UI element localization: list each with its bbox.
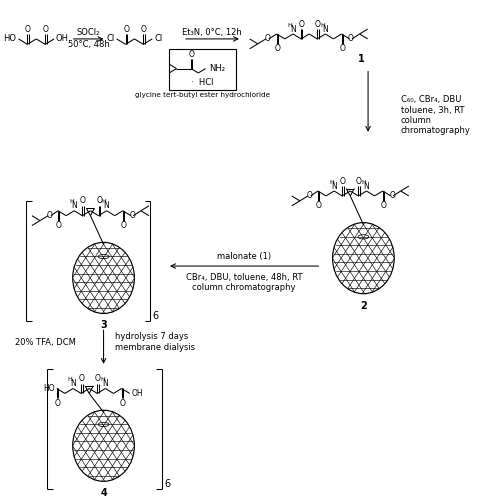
Text: N: N xyxy=(104,202,109,210)
Text: O: O xyxy=(315,202,321,210)
Text: O: O xyxy=(298,20,304,28)
Text: CBr₄, DBU, toluene, 48h, RT
column chromatography: CBr₄, DBU, toluene, 48h, RT column chrom… xyxy=(185,273,301,292)
Text: Cl: Cl xyxy=(106,34,115,43)
Text: ·  HCl: · HCl xyxy=(191,78,214,87)
Text: N: N xyxy=(71,202,77,210)
Text: O: O xyxy=(43,25,48,34)
Text: OH: OH xyxy=(56,34,69,43)
Text: O: O xyxy=(95,374,101,383)
Text: 1: 1 xyxy=(358,54,364,64)
Text: Cl: Cl xyxy=(154,34,162,43)
Text: O: O xyxy=(25,25,31,34)
Text: 6: 6 xyxy=(153,312,158,322)
Text: O: O xyxy=(47,211,53,220)
Text: glycine tert-butyl ester hydrochloride: glycine tert-butyl ester hydrochloride xyxy=(135,92,270,98)
Text: H: H xyxy=(320,22,324,28)
Text: H: H xyxy=(287,22,292,28)
Text: O: O xyxy=(314,20,320,28)
Text: H: H xyxy=(69,200,73,204)
Text: O: O xyxy=(120,221,126,230)
Text: N: N xyxy=(70,379,76,388)
Text: Et₃N, 0°C, 12h: Et₃N, 0°C, 12h xyxy=(182,28,241,36)
Text: N: N xyxy=(363,182,369,190)
Text: O: O xyxy=(306,192,312,200)
Text: 3: 3 xyxy=(100,320,107,330)
Text: 20% TFA, DCM: 20% TFA, DCM xyxy=(14,338,75,346)
Text: HO: HO xyxy=(4,34,17,43)
Text: O: O xyxy=(348,34,353,43)
Text: N: N xyxy=(289,24,295,34)
Text: O: O xyxy=(338,44,345,54)
Text: O: O xyxy=(141,25,146,34)
Text: 50°C, 48h: 50°C, 48h xyxy=(68,40,109,50)
Text: N: N xyxy=(102,379,108,388)
Bar xyxy=(168,49,236,90)
Text: O: O xyxy=(56,221,61,230)
Text: O: O xyxy=(80,196,86,205)
Text: 4: 4 xyxy=(100,488,107,498)
Text: O: O xyxy=(96,196,102,205)
Text: O: O xyxy=(129,211,135,220)
Text: O: O xyxy=(380,202,385,210)
Text: O: O xyxy=(264,34,270,43)
Text: SOCl₂: SOCl₂ xyxy=(77,28,100,36)
Text: H: H xyxy=(328,180,333,184)
Text: O: O xyxy=(79,374,84,383)
Text: NH₂: NH₂ xyxy=(209,64,225,73)
Text: O: O xyxy=(123,25,129,34)
Text: O: O xyxy=(119,399,125,408)
Text: O: O xyxy=(188,50,194,59)
Text: N: N xyxy=(331,182,336,190)
Text: N: N xyxy=(322,24,327,34)
Text: 6: 6 xyxy=(164,480,170,490)
Text: HO: HO xyxy=(43,384,55,393)
Text: 2: 2 xyxy=(360,300,366,310)
Text: O: O xyxy=(388,192,394,200)
Text: H: H xyxy=(68,377,72,382)
Text: malonate (1): malonate (1) xyxy=(216,252,270,260)
Text: O: O xyxy=(54,399,60,408)
Text: O: O xyxy=(274,44,280,54)
Text: H: H xyxy=(100,377,105,382)
Text: C₆₀, CBr₄, DBU
toluene, 3h, RT
column
chromatography: C₆₀, CBr₄, DBU toluene, 3h, RT column ch… xyxy=(400,95,470,136)
Text: hydrolysis 7 days
membrane dialysis: hydrolysis 7 days membrane dialysis xyxy=(115,332,194,352)
Text: H: H xyxy=(360,180,365,184)
Text: O: O xyxy=(339,176,345,186)
Text: H: H xyxy=(101,200,106,204)
Text: OH: OH xyxy=(131,389,143,398)
Text: O: O xyxy=(355,176,361,186)
